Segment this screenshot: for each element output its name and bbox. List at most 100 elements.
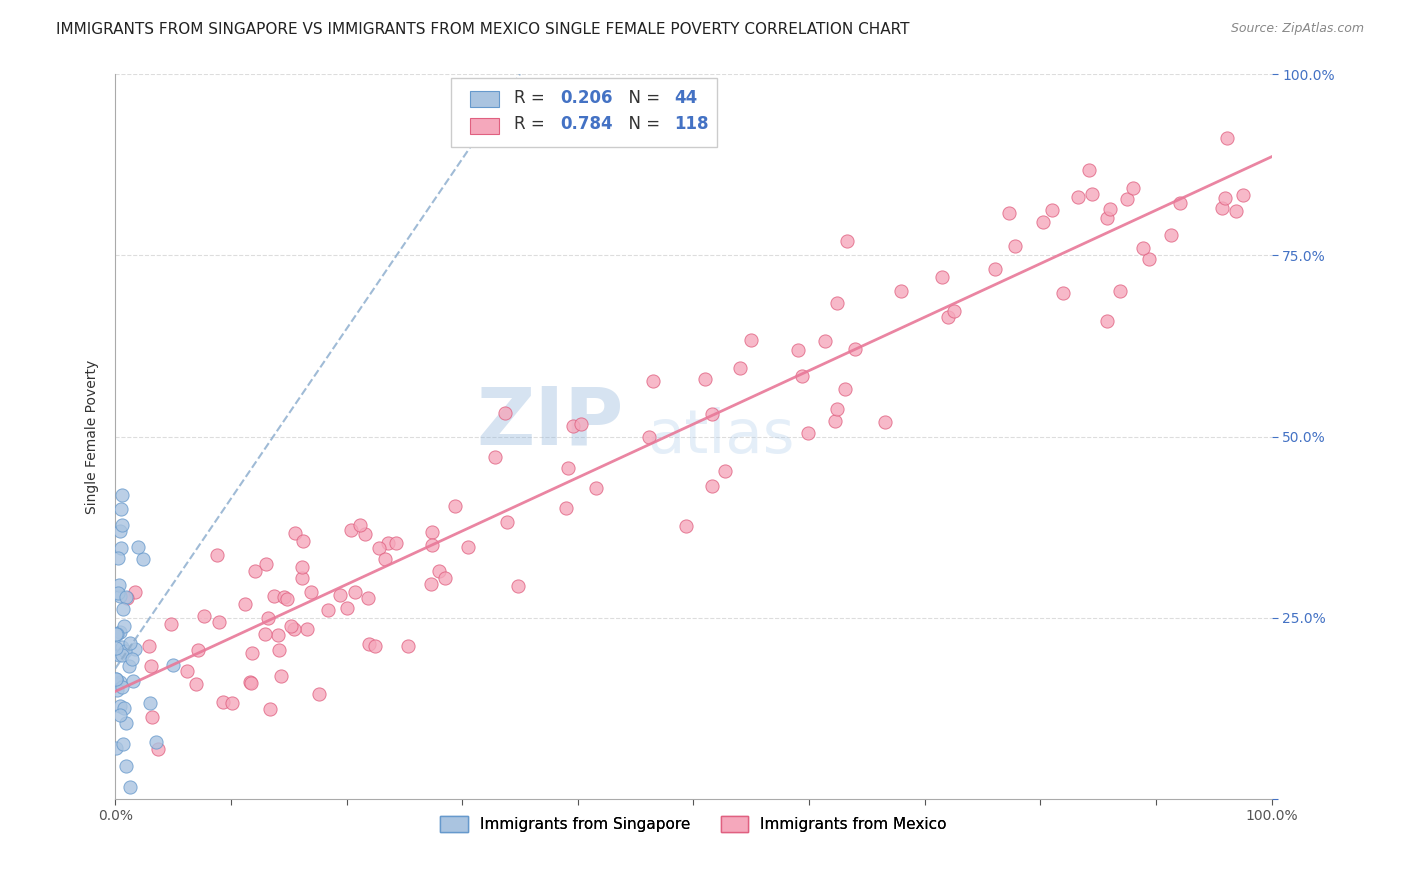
Text: 118: 118 [673, 115, 709, 133]
Point [457, 540, 479, 554]
Point [484, 450, 506, 464]
Point [108, 674, 131, 689]
Point [108, 708, 131, 723]
Point [124, 642, 146, 657]
Point [496, 515, 519, 529]
Point [814, 334, 837, 349]
Point [108, 578, 131, 592]
Text: ZIP: ZIP [477, 383, 624, 461]
Point [267, 642, 290, 657]
Point [1081, 186, 1104, 201]
Text: R =: R = [515, 115, 550, 133]
Point [243, 564, 266, 578]
Point [240, 646, 263, 660]
Point [695, 372, 717, 386]
Point [557, 460, 579, 475]
Point [276, 591, 298, 606]
Point [104, 740, 127, 755]
Point [1095, 314, 1118, 328]
Point [111, 680, 134, 694]
Point [1099, 202, 1122, 216]
Point [700, 407, 723, 421]
Point [145, 735, 167, 749]
Point [193, 609, 215, 624]
Point [112, 701, 135, 715]
Point [1052, 285, 1074, 300]
Point [120, 636, 142, 650]
Point [675, 519, 697, 533]
Point [132, 552, 155, 566]
Point [121, 651, 143, 665]
Point [359, 637, 381, 651]
Point [139, 696, 162, 710]
Point [115, 590, 138, 604]
Point [740, 333, 762, 347]
Point [569, 417, 592, 431]
Text: Source: ZipAtlas.com: Source: ZipAtlas.com [1230, 22, 1364, 36]
Point [108, 524, 131, 538]
Point [107, 550, 129, 565]
Point [238, 674, 260, 689]
Point [297, 622, 319, 636]
Point [284, 526, 307, 541]
Point [291, 570, 314, 584]
Point [641, 374, 664, 388]
Point [936, 310, 959, 325]
Point [1122, 180, 1144, 194]
Text: 0.206: 0.206 [561, 89, 613, 107]
Point [146, 742, 169, 756]
Point [184, 677, 207, 691]
Point [111, 640, 134, 654]
Point [104, 673, 127, 687]
Point [1004, 239, 1026, 253]
Point [494, 405, 516, 419]
Point [176, 664, 198, 678]
Point [117, 591, 139, 605]
Point [984, 262, 1007, 277]
Point [374, 552, 396, 566]
Point [208, 615, 231, 630]
Point [349, 518, 371, 533]
Point [1067, 189, 1090, 203]
Point [139, 658, 162, 673]
Point [730, 360, 752, 375]
Point [118, 780, 141, 795]
Point [367, 541, 389, 556]
Point [273, 590, 295, 604]
Point [160, 617, 183, 632]
Point [585, 482, 607, 496]
Point [280, 619, 302, 633]
Point [434, 571, 457, 585]
Point [1132, 241, 1154, 255]
Point [824, 414, 846, 428]
Point [787, 343, 810, 357]
Point [127, 540, 149, 554]
Point [233, 597, 256, 611]
Point [637, 430, 659, 444]
Point [714, 464, 737, 478]
Point [336, 601, 359, 615]
Point [108, 625, 131, 640]
Point [555, 501, 578, 516]
Point [283, 622, 305, 636]
Point [105, 641, 128, 656]
Point [844, 342, 866, 356]
Point [115, 759, 138, 773]
Point [316, 603, 339, 617]
Point [105, 683, 128, 698]
Point [1211, 201, 1233, 215]
Text: 0.784: 0.784 [561, 115, 613, 133]
Point [825, 401, 848, 416]
Point [105, 672, 128, 686]
Point [377, 536, 399, 550]
Text: R =: R = [515, 89, 550, 107]
Point [1116, 192, 1139, 206]
Point [343, 585, 366, 599]
Point [111, 648, 134, 662]
Point [110, 698, 132, 713]
Point [111, 487, 134, 501]
Text: N =: N = [619, 89, 665, 107]
Point [299, 584, 322, 599]
Legend: Immigrants from Singapore, Immigrants from Mexico: Immigrants from Singapore, Immigrants fr… [434, 810, 953, 838]
Point [1216, 131, 1239, 145]
